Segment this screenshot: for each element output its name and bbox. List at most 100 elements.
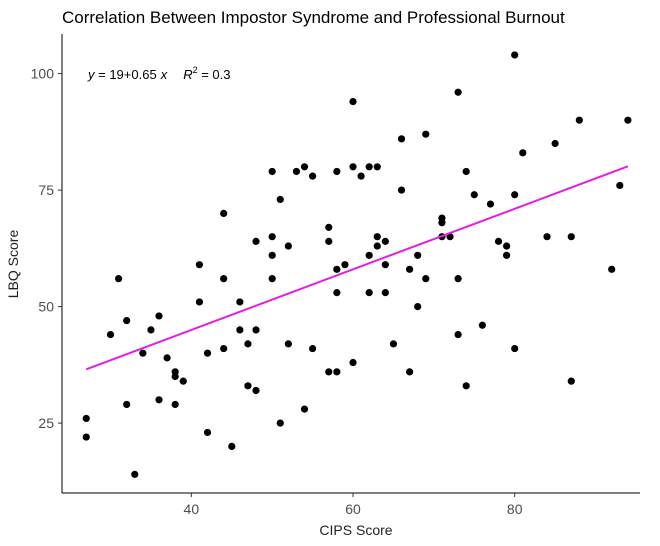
data-point xyxy=(123,400,131,409)
r-squared-value: = 0.3 xyxy=(198,67,231,82)
data-point xyxy=(244,340,252,348)
data-point xyxy=(503,242,511,250)
data-point xyxy=(220,344,228,353)
data-point xyxy=(171,372,179,381)
data-point xyxy=(365,289,373,297)
data-point xyxy=(309,344,317,353)
data-point xyxy=(365,163,373,171)
data-point xyxy=(503,251,511,259)
x-axis-title: CIPS Score xyxy=(319,522,392,538)
chart-title: Correlation Between Impostor Syndrome an… xyxy=(62,8,565,27)
r-squared-exponent: 2 xyxy=(193,65,198,75)
y-tick-label: 100 xyxy=(31,66,55,82)
data-point xyxy=(333,167,341,176)
data-point xyxy=(624,116,632,124)
data-point xyxy=(373,242,381,250)
data-point xyxy=(446,233,454,241)
equation-plus: + xyxy=(124,67,132,82)
equation-intercept: 19 xyxy=(109,67,123,82)
data-point xyxy=(203,428,212,437)
data-point xyxy=(244,382,252,390)
axis-ticks: 40 60 80 25 50 75 100 xyxy=(31,66,523,517)
data-point xyxy=(349,97,357,106)
data-point xyxy=(511,344,519,353)
data-point xyxy=(309,172,317,180)
data-point xyxy=(276,419,284,427)
data-point xyxy=(155,312,163,320)
equation-var: x xyxy=(160,67,168,82)
plot-area: 40 60 80 25 50 75 100 xyxy=(31,34,640,517)
data-point xyxy=(325,223,333,231)
data-point xyxy=(131,470,139,478)
data-point xyxy=(373,233,381,241)
data-point xyxy=(325,368,333,376)
data-point xyxy=(349,358,357,367)
x-tick-label: 60 xyxy=(345,501,361,517)
data-point xyxy=(252,326,260,334)
data-point xyxy=(155,396,163,404)
data-point xyxy=(276,195,284,204)
data-point xyxy=(284,340,292,348)
data-point xyxy=(397,186,406,194)
data-point xyxy=(341,261,349,269)
data-point xyxy=(292,167,301,176)
data-point xyxy=(454,330,462,339)
data-point xyxy=(543,233,551,241)
data-point xyxy=(494,237,503,245)
data-point xyxy=(236,326,244,334)
data-point xyxy=(478,321,486,329)
y-axis-title: LBQ Score xyxy=(5,230,21,299)
data-point xyxy=(373,163,381,171)
data-point xyxy=(106,330,115,339)
data-point xyxy=(608,265,616,273)
data-point xyxy=(236,298,244,306)
data-point xyxy=(406,368,414,376)
data-point xyxy=(147,326,155,334)
data-point xyxy=(462,167,470,176)
equation-slope: 0.65 xyxy=(131,67,156,82)
data-point xyxy=(333,289,341,297)
data-points xyxy=(82,51,632,478)
data-point xyxy=(422,275,430,283)
data-point xyxy=(567,233,575,241)
data-point xyxy=(123,316,131,325)
data-point xyxy=(381,261,389,269)
data-point xyxy=(333,368,341,376)
data-point xyxy=(82,414,90,423)
data-point xyxy=(268,167,276,176)
data-point xyxy=(486,200,495,208)
data-point xyxy=(349,163,357,171)
data-point xyxy=(470,191,478,199)
data-point xyxy=(454,275,462,283)
regression-line xyxy=(85,165,629,371)
equation-lhs: y xyxy=(87,67,96,82)
data-point xyxy=(228,442,236,451)
data-point xyxy=(365,251,373,259)
data-point xyxy=(575,116,583,124)
data-point xyxy=(616,181,624,190)
y-tick-label: 50 xyxy=(38,299,54,315)
data-point xyxy=(414,303,422,311)
data-point xyxy=(179,377,187,385)
data-point xyxy=(268,233,276,241)
data-point xyxy=(300,163,309,171)
data-point xyxy=(567,377,575,385)
data-point xyxy=(397,135,406,143)
data-point xyxy=(203,349,212,357)
data-point xyxy=(414,251,422,259)
data-point xyxy=(268,251,276,259)
data-point xyxy=(511,51,519,59)
data-point xyxy=(82,433,90,441)
y-tick-label: 25 xyxy=(38,415,54,431)
data-point xyxy=(519,149,527,157)
x-tick-label: 80 xyxy=(507,501,523,517)
data-point xyxy=(422,130,430,138)
regression-equation: y = 19+0.65 x R2 = 0.3 xyxy=(87,65,231,82)
data-point xyxy=(268,275,276,283)
data-point xyxy=(357,172,365,180)
data-point xyxy=(252,386,260,395)
x-tick-label: 40 xyxy=(184,501,200,517)
data-point xyxy=(163,354,171,362)
data-point xyxy=(389,340,398,348)
